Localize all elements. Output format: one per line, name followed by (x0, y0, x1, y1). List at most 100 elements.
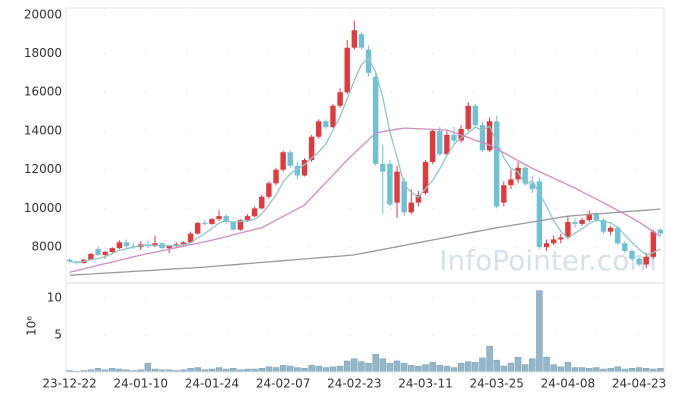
candle-body (415, 194, 422, 203)
candle-body (486, 121, 493, 151)
volume-bar (436, 365, 443, 373)
volume-bar (429, 362, 436, 373)
candle-body (636, 258, 642, 265)
candle-body (152, 243, 158, 247)
volume-bar (614, 366, 621, 373)
volume-bar (315, 365, 322, 373)
candle-body (116, 242, 123, 249)
volume-bar (557, 366, 565, 373)
volume-bar (493, 359, 500, 373)
candle-body (287, 152, 293, 166)
volume-bar (379, 358, 387, 373)
candle-body (244, 216, 251, 221)
y-tick-label: 10 (47, 291, 62, 305)
candle-body (180, 242, 187, 245)
volume-bar (635, 367, 643, 373)
candle-body (216, 216, 222, 220)
candle-body (629, 251, 635, 259)
candle-body (615, 227, 621, 244)
candle-body (251, 208, 258, 217)
x-tick-label: 24-01-24 (185, 377, 239, 391)
candle-body (451, 134, 457, 141)
candle-body (123, 242, 130, 247)
volume-bar (593, 367, 600, 373)
candle-body (202, 222, 208, 224)
volume-bar (265, 366, 273, 373)
candle-body (600, 220, 607, 232)
volume-bar (372, 354, 379, 373)
volume-bar (457, 362, 465, 373)
moving-average-line (69, 208, 661, 276)
candle-body (408, 202, 414, 213)
moving-average-line (69, 57, 661, 263)
candle-body (622, 243, 628, 252)
candle-body (223, 216, 229, 222)
y-tick-label: 10000 (24, 201, 62, 215)
candle-body (237, 220, 244, 230)
volume-bar (642, 368, 650, 373)
candle-body (280, 152, 286, 170)
candle-body (508, 179, 514, 186)
volume-bar (272, 367, 280, 373)
candle-body (372, 76, 379, 164)
volume-bar (464, 361, 472, 373)
candle-body (558, 237, 564, 240)
candle-body (337, 92, 343, 106)
volume-bar (536, 290, 543, 373)
candle-body (351, 30, 358, 48)
volume-bar (507, 362, 515, 373)
candle-body (266, 183, 272, 197)
volume-bar (215, 367, 223, 373)
y-tick-label: 12000 (24, 162, 62, 176)
candle-body (358, 34, 365, 48)
candle-body (565, 221, 571, 238)
volume-bar (628, 368, 636, 373)
volume-bar (500, 365, 508, 373)
volume-bar (351, 358, 358, 373)
volume-bar (514, 356, 522, 373)
candle-body (437, 130, 443, 155)
candle-body (387, 163, 393, 205)
candle-body (465, 105, 471, 130)
x-tick-label: 24-01-10 (114, 377, 168, 391)
candle-body (550, 239, 557, 244)
candle-body (66, 259, 73, 262)
x-tick-label: 24-02-07 (256, 377, 310, 391)
volume-bar (550, 364, 557, 373)
y-tick-label: 8000 (31, 240, 62, 254)
volume-bar (543, 356, 550, 373)
volume-bar (230, 368, 237, 373)
volume-bar (472, 362, 479, 373)
candle-body (323, 121, 329, 128)
candle-body (643, 256, 649, 265)
candle-body (394, 171, 400, 203)
candle-body (444, 134, 450, 155)
x-tick-label: 24-03-11 (398, 377, 452, 391)
candle-body (401, 181, 407, 213)
x-tick-label: 23-12-22 (42, 377, 96, 391)
candle-body (187, 233, 194, 243)
moving-average-line (69, 127, 661, 273)
candle-body (209, 219, 215, 224)
x-tick-label: 24-04-23 (612, 377, 666, 391)
volume-bar (479, 357, 486, 373)
y-tick-label: 5 (54, 328, 62, 342)
candle-body (650, 231, 657, 257)
volume-bar (415, 365, 422, 373)
candle-body (429, 130, 436, 162)
volume-bar (322, 367, 330, 373)
volume-bar (109, 368, 116, 373)
volume-bar (301, 368, 308, 373)
volume-bar (578, 367, 586, 373)
volume-bar (144, 362, 152, 373)
candle-body (529, 183, 536, 190)
volume-bar (657, 368, 664, 373)
candle-body (572, 221, 578, 224)
volume-bar (586, 368, 593, 373)
candle-body (166, 246, 172, 249)
volume-bar (358, 361, 365, 373)
volume-bar (393, 360, 401, 373)
candle-body (301, 160, 308, 176)
candle-body (515, 167, 521, 180)
candle-body (95, 249, 101, 255)
